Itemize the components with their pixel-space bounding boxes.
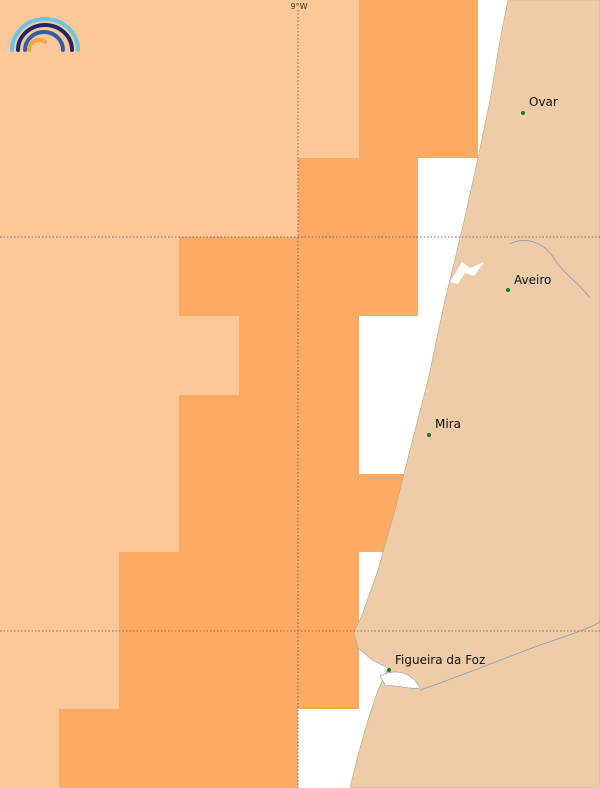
place-dot [506,288,510,292]
place-label: Figueira da Foz [395,653,485,667]
place-label: Mira [435,417,461,431]
lagoon [450,262,484,284]
place-dot [521,111,525,115]
grid-cells [0,0,478,788]
land [349,0,600,788]
meridian-label: 9°W [291,2,308,11]
place-dot [387,668,391,672]
place-label: Ovar [529,95,558,109]
place-dot [427,433,431,437]
place-label: Aveiro [514,273,551,287]
rivers [419,240,600,691]
estuary [379,671,421,689]
places: Ovar Aveiro Mira Figueira da Foz [387,95,558,672]
logo [10,17,80,52]
